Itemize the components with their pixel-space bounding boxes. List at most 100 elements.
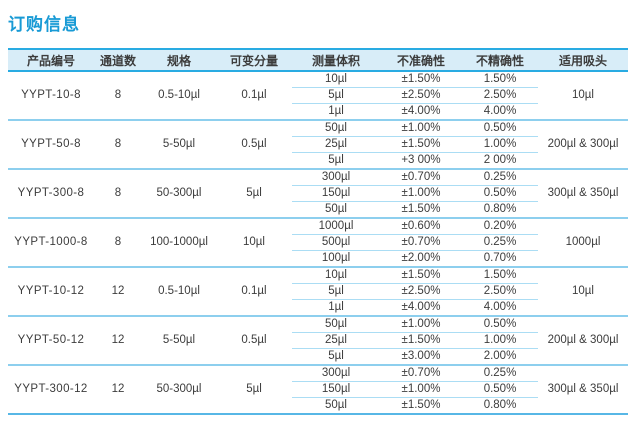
cell-volume: 150µl [292,185,380,202]
cell-increment: 5µl [216,169,292,219]
cell-product: YYPT-10-12 [8,267,94,317]
spec-table: 产品编号 通道数 规格 可变分量 测量体积 不准确性 不精确性 适用吸头 YYP… [8,48,628,415]
cell-precision: 0.20% [462,218,538,235]
cell-increment: 5µl [216,365,292,415]
cell-increment: 0.1µl [216,267,292,317]
column-header-tip: 适用吸头 [538,48,628,72]
cell-precision: 0.50% [462,120,538,137]
cell-increment: 10µl [216,218,292,268]
table-row: 5µl +3 00% 2 00% [8,152,628,170]
cell-accuracy: ±1.50% [380,136,462,153]
cell-increment: 0.5µl [216,316,292,366]
cell-precision: 0.50% [462,381,538,398]
cell-increment: 0.5µl [216,120,292,170]
table-row: 1µl ±4.00% 4.00% [8,103,628,121]
cell-volume: 50µl [292,201,380,219]
table-row: 1µl ±4.00% 4.00% [8,299,628,317]
cell-product: YYPT-300-12 [8,365,94,415]
cell-accuracy: ±1.50% [380,332,462,349]
column-header-precision: 不精确性 [462,48,538,72]
cell-channels: 12 [94,316,142,366]
cell-precision: 0.25% [462,169,538,186]
cell-spec: 0.5-10µl [142,71,216,121]
table-row: 500µl ±0.70% 0.25% [8,234,628,251]
cell-precision: 0.80% [462,397,538,415]
cell-volume: 50µl [292,316,380,333]
cell-product: YYPT-300-8 [8,169,94,219]
cell-volume: 10µl [292,71,380,88]
table-row: 5µl ±2.50% 2.50% [8,283,628,300]
cell-accuracy: ±0.70% [380,365,462,382]
table-row: YYPT-10-8 8 0.5-10µl 0.1µl 10µl ±1.50% 1.50% 10… [8,71,628,121]
cell-precision: 2.50% [462,87,538,104]
cell-volume: 5µl [292,87,380,104]
cell-precision: 2.00% [462,348,538,366]
cell-volume: 300µl [292,169,380,186]
table-row: 5µl ±3.00% 2.00% [8,348,628,366]
cell-accuracy: ±1.00% [380,185,462,202]
cell-precision: 1.00% [462,332,538,349]
table-row: 25µl ±1.50% 1.00% [8,332,628,349]
table-row: 50µl ±1.50% 0.80% [8,397,628,415]
cell-channels: 8 [94,169,142,219]
cell-precision: 2.50% [462,283,538,300]
cell-tip: 200µl & 300µl [538,316,628,366]
cell-tip: 1000µl [538,218,628,268]
cell-product: YYPT-50-12 [8,316,94,366]
cell-spec: 0.5-10µl [142,267,216,317]
cell-spec: 50-300µl [142,169,216,219]
table-row: 25µl ±1.50% 1.00% [8,136,628,153]
cell-volume: 50µl [292,120,380,137]
cell-volume: 100µl [292,250,380,268]
section-title: 订购信息 [8,15,80,34]
cell-volume: 1µl [292,299,380,317]
cell-increment: 0.1µl [216,71,292,121]
table-row: YYPT-1000-8 8 100-1000µl 10µl 1000µl ±0.60% 0.… [8,218,628,268]
cell-tip: 300µl & 350µl [538,365,628,415]
cell-accuracy: ±1.00% [380,381,462,398]
cell-accuracy: ±4.00% [380,103,462,121]
cell-accuracy: ±2.50% [380,283,462,300]
cell-channels: 12 [94,365,142,415]
cell-precision: 0.25% [462,365,538,382]
cell-spec: 100-1000µl [142,218,216,268]
table-row: YYPT-300-8 8 50-300µl 5µl 300µl ±0.70% 0.25% 30… [8,169,628,219]
cell-accuracy: ±1.50% [380,201,462,219]
cell-channels: 8 [94,218,142,268]
cell-precision: 0.25% [462,234,538,251]
cell-accuracy: ±4.00% [380,299,462,317]
cell-tip: 10µl [538,267,628,317]
cell-channels: 8 [94,120,142,170]
column-header-channels: 通道数 [94,48,142,72]
cell-precision: 4.00% [462,103,538,121]
cell-accuracy: ±2.00% [380,250,462,268]
cell-precision: 0.50% [462,316,538,333]
column-header-spec: 规格 [142,48,216,72]
cell-precision: 1.50% [462,267,538,284]
cell-volume: 25µl [292,332,380,349]
cell-volume: 1000µl [292,218,380,235]
cell-tip: 300µl & 350µl [538,169,628,219]
table-row: 5µl ±2.50% 2.50% [8,87,628,104]
cell-accuracy: ±0.70% [380,234,462,251]
cell-volume: 5µl [292,283,380,300]
cell-volume: 300µl [292,365,380,382]
cell-accuracy: ±3.00% [380,348,462,366]
cell-accuracy: ±1.50% [380,71,462,88]
cell-channels: 12 [94,267,142,317]
table-row: 150µl ±1.00% 0.50% [8,381,628,398]
column-header-increment: 可变分量 [216,48,292,72]
cell-precision: 0.50% [462,185,538,202]
table-row: YYPT-300-12 12 50-300µl 5µl 300µl ±0.70% 0.25%… [8,365,628,415]
cell-precision: 4.00% [462,299,538,317]
cell-accuracy: ±1.00% [380,120,462,137]
cell-precision: 0.80% [462,201,538,219]
table-row: YYPT-50-12 12 5-50µl 0.5µl 50µl ±1.00% 0.50% 20… [8,316,628,366]
cell-precision: 2 00% [462,152,538,170]
table-row: YYPT-50-8 8 5-50µl 0.5µl 50µl ±1.00% 0.50% 200µ… [8,120,628,170]
cell-volume: 5µl [292,348,380,366]
header-row: 产品编号 通道数 规格 可变分量 测量体积 不准确性 不精确性 适用吸头 [8,48,628,72]
cell-precision: 1.00% [462,136,538,153]
cell-accuracy: +3 00% [380,152,462,170]
